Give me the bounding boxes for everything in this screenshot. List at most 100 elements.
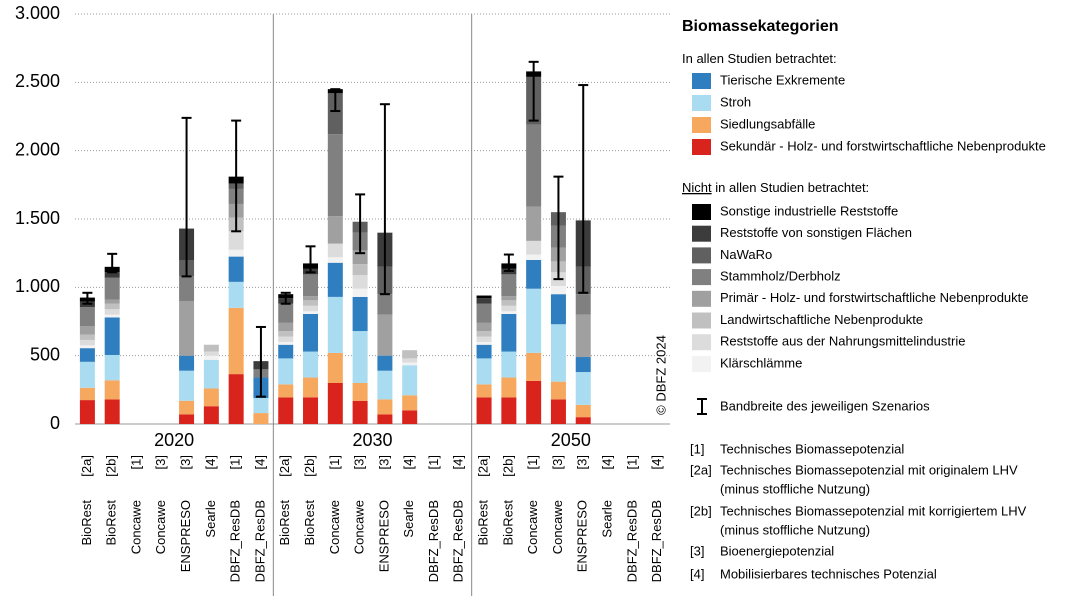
bar-segment [476, 384, 492, 398]
bar-segment [575, 294, 591, 315]
y-tick-label: 1.000 [15, 276, 60, 296]
bar-segment [526, 254, 542, 260]
bar-segment [79, 400, 95, 424]
bar-segment [104, 299, 120, 304]
bar-segment [550, 324, 566, 382]
legend-swatch [692, 290, 711, 307]
bar-segment [79, 345, 95, 349]
category-label: Concawe [352, 500, 367, 554]
legend-group-title-underlined: Nicht [682, 180, 712, 195]
bar-segment [104, 399, 120, 424]
legend-swatch [692, 247, 711, 264]
bar-segment [377, 314, 393, 356]
legend-group-title: Nicht in allen Studien betrachtet: [682, 180, 869, 195]
category-ref: [1] [128, 455, 143, 469]
bar-segment [327, 134, 343, 217]
category-label: DBFZ_ResDB [624, 500, 639, 582]
bar-segment [278, 303, 294, 323]
range-bar [181, 116, 192, 278]
category-ref: [3] [352, 455, 367, 469]
category-ref: [2b] [104, 455, 119, 477]
bar-segment [278, 344, 294, 359]
bar-segment [327, 296, 343, 353]
category-ref: [3] [376, 455, 391, 469]
bar-segment [476, 358, 492, 385]
legend-label: Reststoffe aus der Nahrungsmittelindustr… [720, 334, 965, 349]
bar-segment [327, 257, 343, 263]
bar-segment [104, 317, 120, 355]
range-bar [305, 245, 316, 274]
bar-segment [476, 295, 492, 299]
bar-segment [352, 400, 368, 424]
bar-segment [352, 383, 368, 401]
bar-segment [104, 354, 120, 381]
range-bar [528, 60, 539, 122]
category-label: BioRest [500, 500, 515, 546]
category-ref: [2a] [277, 455, 292, 477]
bar-segment [526, 288, 542, 353]
range-bar [379, 103, 390, 296]
category-ref: [1] [624, 455, 639, 469]
bar-segment [79, 307, 95, 327]
bar-segment [179, 400, 195, 415]
legend-swatch [692, 95, 711, 111]
bar-segment [526, 240, 542, 255]
legend-swatch [692, 312, 711, 329]
legend-label: Sonstige industrielle Reststoffe [720, 203, 898, 218]
bar-segment [179, 370, 195, 401]
bar-segment [550, 294, 566, 325]
category-ref: [1] [426, 455, 441, 469]
bar-segment [501, 377, 517, 398]
bar-segment [278, 397, 294, 424]
bar-segment [575, 357, 591, 373]
category-ref: [1] [228, 455, 243, 469]
bar-segment [278, 358, 294, 385]
bar-segment [352, 296, 368, 332]
bar-segment [550, 399, 566, 424]
bar-segment [104, 380, 120, 400]
legend-group-title-text: in allen Studien betrachtet: [712, 180, 870, 195]
bar-segment [352, 288, 368, 297]
range-bar [82, 291, 93, 305]
category-ref: [1] [525, 455, 540, 469]
bar-segment [526, 124, 542, 207]
bar-segment [476, 342, 492, 345]
bar-segment [203, 359, 219, 389]
legend-swatch [692, 334, 711, 351]
bar-segment [501, 274, 517, 297]
range-bar [231, 119, 242, 233]
bar-segment [79, 326, 95, 335]
category-label: DBFZ_ResDB [426, 500, 441, 582]
bar-segment [228, 281, 244, 308]
bar-segment [278, 342, 294, 345]
y-tick-label: 500 [30, 344, 60, 364]
bar-segment [303, 377, 319, 398]
bar-segment [253, 398, 269, 414]
footnote-ref: [2b] [690, 503, 712, 518]
x-group-label: 2020 [154, 430, 194, 450]
bar-segment [303, 305, 319, 312]
category-ref: [2b] [500, 455, 515, 477]
bar-segment [575, 314, 591, 358]
bar-segment [476, 397, 492, 424]
bar-segment [228, 307, 244, 375]
footnote-text: (minus stoffliche Nutzung) [720, 522, 870, 537]
bar-segment [79, 361, 95, 388]
legend-swatch [692, 204, 711, 220]
bar-segment [327, 93, 343, 135]
bar-segment [327, 216, 343, 244]
category-ref: [2b] [302, 455, 317, 477]
category-label: Concawe [128, 500, 143, 554]
bar-segment [203, 406, 219, 424]
bar-segment [278, 331, 294, 337]
category-ref: [3] [178, 455, 193, 469]
bar-segment [104, 272, 120, 278]
bar-segment [501, 351, 517, 378]
bar-segment [377, 370, 393, 400]
footnote-text: Technisches Biomassepotenzial [720, 441, 904, 456]
legend-label: Landwirtschaftliche Nebenprodukte [720, 312, 923, 327]
bar-segment [575, 404, 591, 418]
bar-segment [402, 365, 418, 396]
bar-segment [179, 301, 195, 356]
bar-segment [79, 339, 95, 346]
